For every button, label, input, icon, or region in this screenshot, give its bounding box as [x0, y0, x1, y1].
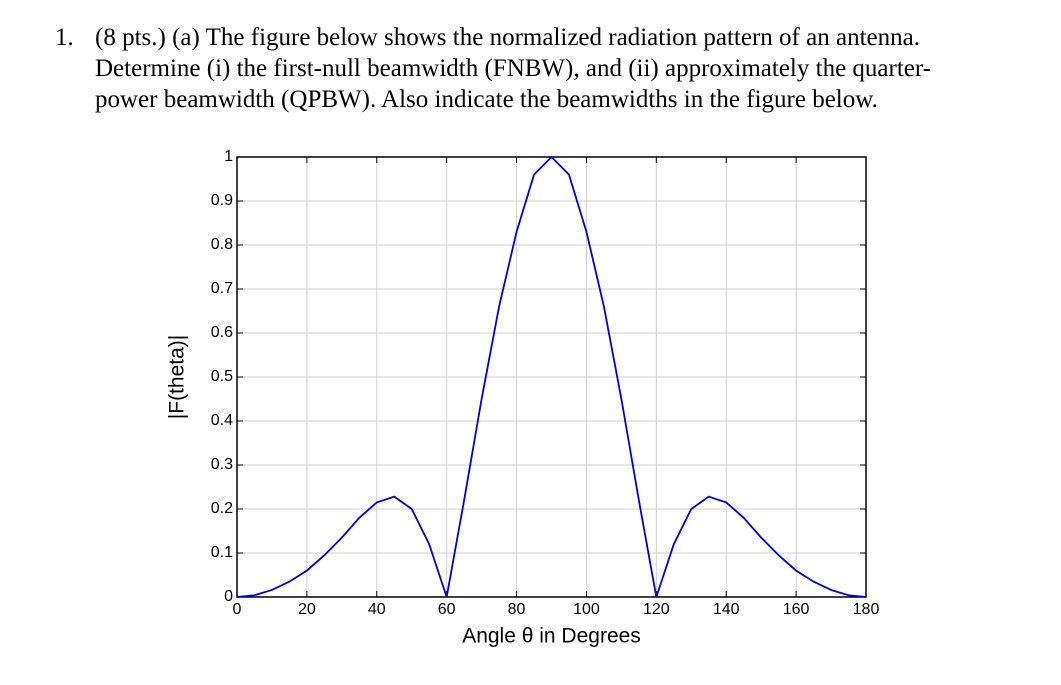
x-tick-label: 160	[783, 601, 810, 618]
question-line: Determine (i) the first-null beamwidth (…	[95, 55, 932, 82]
x-tick-label: 140	[713, 601, 740, 618]
x-tick-label: 180	[853, 601, 880, 618]
y-tick-label: 0.7	[211, 280, 233, 297]
data-line	[236, 155, 867, 598]
y-tick-label: 0.9	[211, 192, 233, 209]
question-line: power beamwidth (QPBW). Also indicate th…	[95, 86, 878, 113]
x-tick-label: 100	[573, 601, 600, 618]
y-tick-label: 1	[224, 148, 233, 165]
x-tick-label: 40	[368, 601, 386, 618]
y-tick-label: 0.4	[211, 412, 233, 429]
question-line: (8 pts.) (a) The figure below shows the …	[95, 24, 920, 51]
x-tick-label: 80	[508, 601, 526, 618]
y-tick-label: 0.1	[211, 544, 233, 561]
y-tick-label: 0.8	[211, 236, 233, 253]
y-axis-label: |F(theta)|	[166, 335, 189, 419]
x-tick-label: 20	[298, 601, 316, 618]
y-tick-label: 0.3	[211, 456, 233, 473]
y-tick-label: 0	[224, 588, 233, 605]
y-tick-label: 0.2	[211, 500, 233, 517]
y-tick-label: 0.6	[211, 324, 233, 341]
x-tick-label: 0	[233, 601, 242, 618]
x-tick-label: 60	[438, 601, 456, 618]
x-tick-label: 120	[643, 601, 670, 618]
question-number: 1.	[55, 24, 74, 51]
y-tick-label: 0.5	[211, 368, 233, 385]
x-axis-label: Angle θ in Degrees	[462, 625, 641, 648]
